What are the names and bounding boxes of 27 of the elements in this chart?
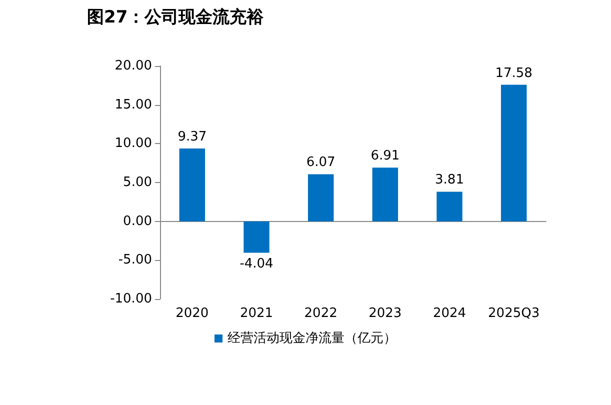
y-tick-label: -5.00 [118, 252, 152, 268]
y-tick-label: -10.00 [110, 292, 152, 306]
bar [308, 174, 334, 222]
data-label: 9.37 [178, 130, 207, 145]
data-label: 17.58 [495, 66, 532, 81]
data-label: 3.81 [435, 172, 464, 188]
y-tick-label: 5.00 [123, 175, 152, 190]
y-tick-label: 20.00 [114, 58, 152, 74]
x-tick-label: 2021 [240, 306, 274, 321]
y-tick-label: 15.00 [114, 97, 152, 112]
data-label: 6.91 [370, 148, 400, 164]
y-tick-label: 10.00 [114, 136, 152, 152]
chart-title: 图27：公司现金流充裕 [87, 8, 265, 28]
x-tick-label: 2023 [368, 306, 402, 321]
legend-label: 经营活动现金净流量（亿元） [228, 330, 396, 346]
x-tick-label: 2024 [432, 306, 466, 321]
x-tick-label: 2020 [176, 306, 209, 321]
x-tick-label: 2022 [304, 306, 338, 321]
bar [372, 168, 398, 222]
bar [179, 148, 206, 222]
bar [436, 192, 462, 222]
x-tick-label: 2025Q3 [488, 306, 540, 321]
bar [500, 84, 527, 222]
data-label: -4.04 [240, 256, 274, 272]
data-label: 6.07 [306, 155, 336, 170]
bar [244, 221, 270, 253]
y-tick-label: 0.00 [123, 214, 152, 229]
